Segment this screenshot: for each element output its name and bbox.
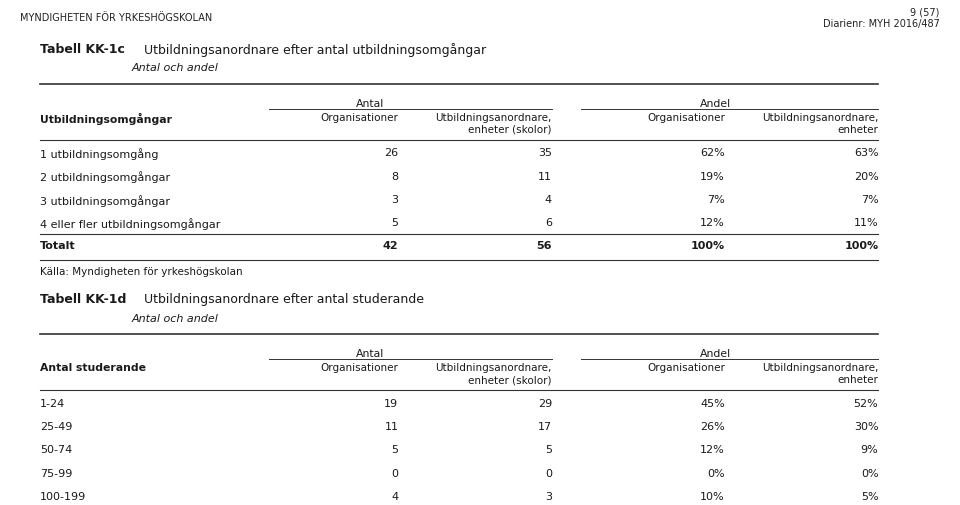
Text: 7%: 7% [861,194,878,205]
Text: Organisationer: Organisationer [321,113,398,123]
Text: 4 eller fler utbildningsomgångar: 4 eller fler utbildningsomgångar [40,218,221,230]
Text: 11%: 11% [853,218,878,228]
Text: 3: 3 [545,491,552,501]
Text: 9%: 9% [861,444,878,454]
Text: 10%: 10% [700,491,725,501]
Text: Antal och andel: Antal och andel [132,313,218,323]
Text: 5%: 5% [861,491,878,501]
Text: Antal studerande: Antal studerande [40,363,146,373]
Text: 30%: 30% [853,421,878,431]
Text: 3: 3 [392,194,398,205]
Text: Utbildningsanordnare,: Utbildningsanordnare, [762,113,878,123]
Text: 9 (57): 9 (57) [910,8,940,18]
Text: 3 utbildningsomgångar: 3 utbildningsomgångar [40,194,170,207]
Text: 42: 42 [383,241,398,251]
Text: 35: 35 [538,148,552,158]
Text: Andel: Andel [700,348,731,359]
Text: Utbildningsanordnare efter antal studerande: Utbildningsanordnare efter antal studera… [132,293,423,306]
Text: 5: 5 [545,444,552,454]
Text: 5: 5 [392,444,398,454]
Text: Utbildningsomgångar: Utbildningsomgångar [40,113,173,125]
Text: 17: 17 [538,421,552,431]
Text: 62%: 62% [700,148,725,158]
Text: Tabell KK-1c: Tabell KK-1c [40,43,125,56]
Text: MYNDIGHETEN FÖR YRKESHÖGSKOLAN: MYNDIGHETEN FÖR YRKESHÖGSKOLAN [20,13,212,23]
Text: enheter: enheter [837,125,878,135]
Text: Organisationer: Organisationer [321,363,398,373]
Text: 0: 0 [392,468,398,478]
Text: 12%: 12% [700,218,725,228]
Text: 0%: 0% [861,468,878,478]
Text: 19%: 19% [700,171,725,181]
Text: 11: 11 [538,171,552,181]
Text: Organisationer: Organisationer [647,363,725,373]
Text: Totalt: Totalt [40,241,76,251]
Text: 45%: 45% [700,398,725,408]
Text: 2 utbildningsomgångar: 2 utbildningsomgångar [40,171,171,183]
Text: 8: 8 [392,171,398,181]
Text: Antal: Antal [355,348,384,359]
Text: 26: 26 [384,148,398,158]
Text: enheter (skolor): enheter (skolor) [468,375,552,385]
Text: Diarienr: MYH 2016/487: Diarienr: MYH 2016/487 [823,19,940,29]
Text: 63%: 63% [853,148,878,158]
Text: Antal: Antal [355,98,384,109]
Text: 0%: 0% [708,468,725,478]
Text: 4: 4 [392,491,398,501]
Text: Andel: Andel [700,98,731,109]
Text: Utbildningsanordnare,: Utbildningsanordnare, [436,363,552,373]
Text: Källa: Myndigheten för yrkeshögskolan: Källa: Myndigheten för yrkeshögskolan [40,267,243,277]
Text: 75-99: 75-99 [40,468,73,478]
Text: 20%: 20% [853,171,878,181]
Text: 52%: 52% [853,398,878,408]
Text: enheter: enheter [837,375,878,385]
Text: 12%: 12% [700,444,725,454]
Text: Utbildningsanordnare efter antal utbildningsomgångar: Utbildningsanordnare efter antal utbildn… [132,43,486,57]
Text: 0: 0 [545,468,552,478]
Text: 19: 19 [384,398,398,408]
Text: 50-74: 50-74 [40,444,73,454]
Text: 6: 6 [545,218,552,228]
Text: 7%: 7% [708,194,725,205]
Text: 100%: 100% [844,241,878,251]
Text: 1-24: 1-24 [40,398,65,408]
Text: 100%: 100% [690,241,725,251]
Text: Utbildningsanordnare,: Utbildningsanordnare, [762,363,878,373]
Text: 56: 56 [537,241,552,251]
Text: Utbildningsanordnare,: Utbildningsanordnare, [436,113,552,123]
Text: 5: 5 [392,218,398,228]
Text: 26%: 26% [700,421,725,431]
Text: 11: 11 [384,421,398,431]
Text: 29: 29 [538,398,552,408]
Text: 1 utbildningsomgång: 1 utbildningsomgång [40,148,158,160]
Text: 4: 4 [545,194,552,205]
Text: 25-49: 25-49 [40,421,73,431]
Text: Organisationer: Organisationer [647,113,725,123]
Text: Antal och andel: Antal och andel [132,63,218,73]
Text: 100-199: 100-199 [40,491,86,501]
Text: Tabell KK-1d: Tabell KK-1d [40,293,127,306]
Text: enheter (skolor): enheter (skolor) [468,125,552,135]
